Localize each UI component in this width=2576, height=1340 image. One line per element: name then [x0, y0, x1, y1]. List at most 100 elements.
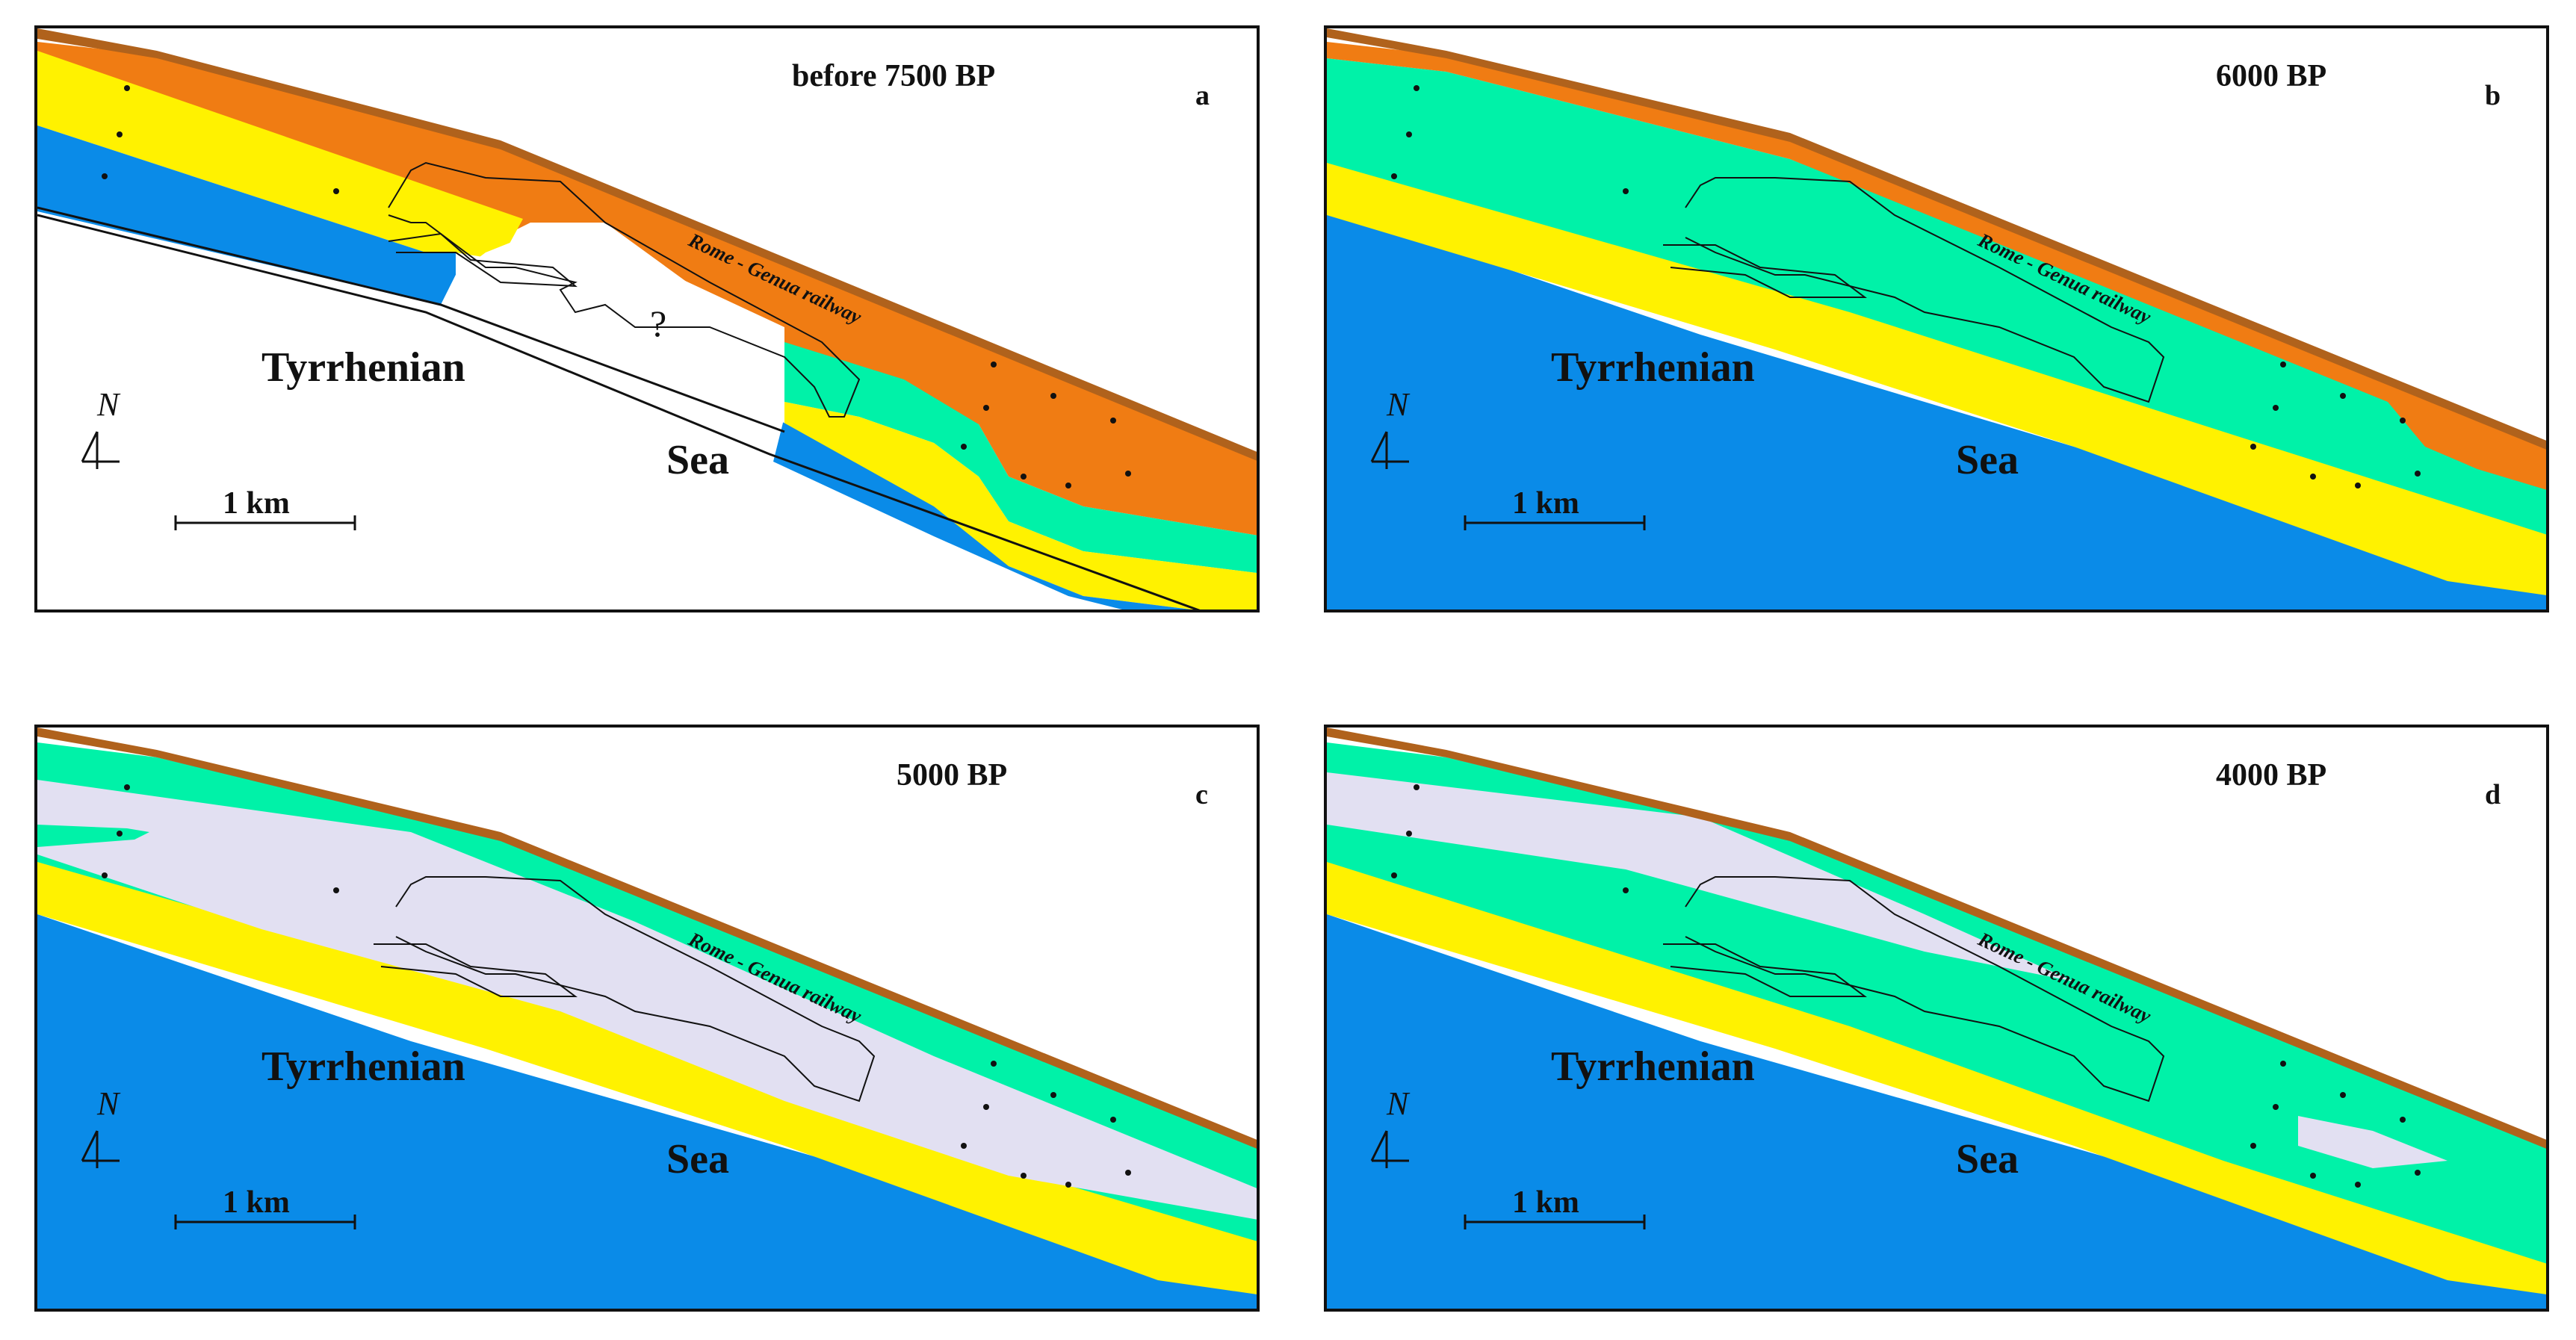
harbour-outline — [1663, 244, 1867, 298]
sample-point — [1414, 784, 1419, 790]
sample-point — [1021, 1173, 1027, 1179]
scale-label: 1 km — [223, 486, 290, 521]
sample-point — [1414, 85, 1419, 91]
unit-blue — [1327, 914, 2546, 1309]
unit-lavender-band — [1327, 772, 2074, 981]
period-label: 6000 BP — [2216, 59, 2327, 93]
unit-green — [784, 342, 1257, 573]
sample-point — [2273, 405, 2279, 411]
sample-point — [2400, 1117, 2406, 1123]
map-panel-a: before 7500 BP a Rome - Genua railway Ty… — [34, 25, 1260, 612]
sample-point — [1065, 1182, 1071, 1188]
sample-point — [2310, 1173, 2316, 1179]
archaeological-outline — [388, 161, 861, 418]
sample-point — [991, 362, 997, 367]
period-label: 5000 BP — [897, 758, 1008, 792]
unit-yellow — [37, 51, 523, 260]
north-arrow-head — [1370, 1130, 1388, 1161]
sample-point — [1021, 474, 1027, 480]
sample-point — [1050, 393, 1056, 399]
sample-point — [102, 173, 108, 179]
panel-letter: d — [2485, 779, 2501, 810]
north-label: N — [1387, 386, 1409, 423]
sample-point — [2310, 474, 2316, 480]
sample-point — [1110, 418, 1116, 424]
period-label: before 7500 BP — [792, 59, 996, 93]
map-panel-d: 4000 BP d Rome - Genua railway Tyrrhenia… — [1324, 725, 2549, 1312]
unit-orange — [1327, 42, 2546, 490]
sea-label-tyrrhenian: Tyrrhenian — [1551, 1043, 1755, 1090]
sample-point — [1050, 1092, 1056, 1098]
map-b-svg — [1327, 28, 2546, 609]
panel-letter: b — [2485, 80, 2501, 111]
map-panel-b: 6000 BP b Rome - Genua railway Tyrrhenia… — [1324, 25, 2549, 612]
harbour-outline — [1663, 943, 1867, 997]
unit-lavender-lens — [2298, 1116, 2447, 1168]
sample-point — [102, 872, 108, 878]
sample-point — [2280, 1061, 2286, 1067]
sample-point — [2415, 1170, 2421, 1176]
sample-point — [117, 831, 123, 837]
sample-point — [333, 887, 339, 893]
sample-point — [124, 85, 130, 91]
unit-lavender — [37, 780, 1257, 1220]
sample-point — [961, 1143, 967, 1149]
sample-point — [2355, 1182, 2361, 1188]
unit-blue — [1327, 208, 2546, 609]
coastline-2 — [37, 214, 1201, 609]
north-arrow-head — [81, 1130, 99, 1161]
sea-label-sea: Sea — [1956, 1136, 2019, 1182]
unit-white-gap — [441, 223, 784, 462]
sample-point — [983, 1104, 989, 1110]
sample-point — [1623, 887, 1629, 893]
sample-point — [2250, 444, 2256, 450]
unit-green — [1327, 58, 2546, 535]
sample-point — [2280, 362, 2286, 367]
sample-point — [1391, 872, 1397, 878]
sample-point — [1065, 483, 1071, 488]
sample-point — [1125, 1170, 1131, 1176]
archaeological-outline — [395, 876, 876, 1102]
sea-label-sea: Sea — [1956, 437, 2019, 483]
unit-yellow-sw — [784, 402, 1257, 609]
map-c-svg — [37, 728, 1257, 1309]
scale-label: 1 km — [223, 1185, 290, 1220]
archaeological-outline — [1685, 177, 2165, 403]
unit-blue — [37, 914, 1257, 1309]
unit-yellow — [37, 854, 1257, 1294]
sea-label-sea: Sea — [666, 437, 729, 483]
scale-label: 1 km — [1512, 1185, 1579, 1220]
sea-label-tyrrhenian: Tyrrhenian — [261, 1043, 465, 1090]
uncertain-mark: ? — [650, 303, 667, 344]
sample-point — [1406, 831, 1412, 837]
north-label: N — [97, 386, 120, 423]
sea-label-tyrrhenian: Tyrrhenian — [1551, 344, 1755, 391]
sample-point — [1391, 173, 1397, 179]
archaeological-outline — [1685, 876, 2165, 1102]
sample-point — [2400, 418, 2406, 424]
period-label: 4000 BP — [2216, 758, 2327, 792]
sample-point — [2250, 1143, 2256, 1149]
sample-point — [991, 1061, 997, 1067]
sample-point — [333, 188, 339, 194]
harbour-outline — [374, 943, 578, 997]
sample-point — [1406, 131, 1412, 137]
sample-point — [2340, 393, 2346, 399]
unit-green-lens — [37, 825, 149, 847]
map-panel-c: 5000 BP c Rome - Genua railway Tyrrhenia… — [34, 725, 1260, 1312]
sample-point — [1125, 471, 1131, 477]
sea-label-tyrrhenian: Tyrrhenian — [261, 344, 465, 391]
coastline-1 — [37, 206, 785, 433]
north-arrow-head — [1370, 431, 1388, 462]
sample-point — [2415, 471, 2421, 477]
panel-letter: a — [1195, 80, 1210, 111]
unit-green — [1327, 742, 2546, 1264]
map-d-svg — [1327, 728, 2546, 1309]
unit-yellow — [1327, 854, 2546, 1294]
sample-point — [2355, 483, 2361, 488]
sample-point — [117, 131, 123, 137]
north-arrow-head — [81, 431, 99, 462]
unit-blue — [37, 125, 456, 305]
unit-yellow — [1327, 148, 2546, 595]
panel-letter: c — [1195, 779, 1208, 810]
